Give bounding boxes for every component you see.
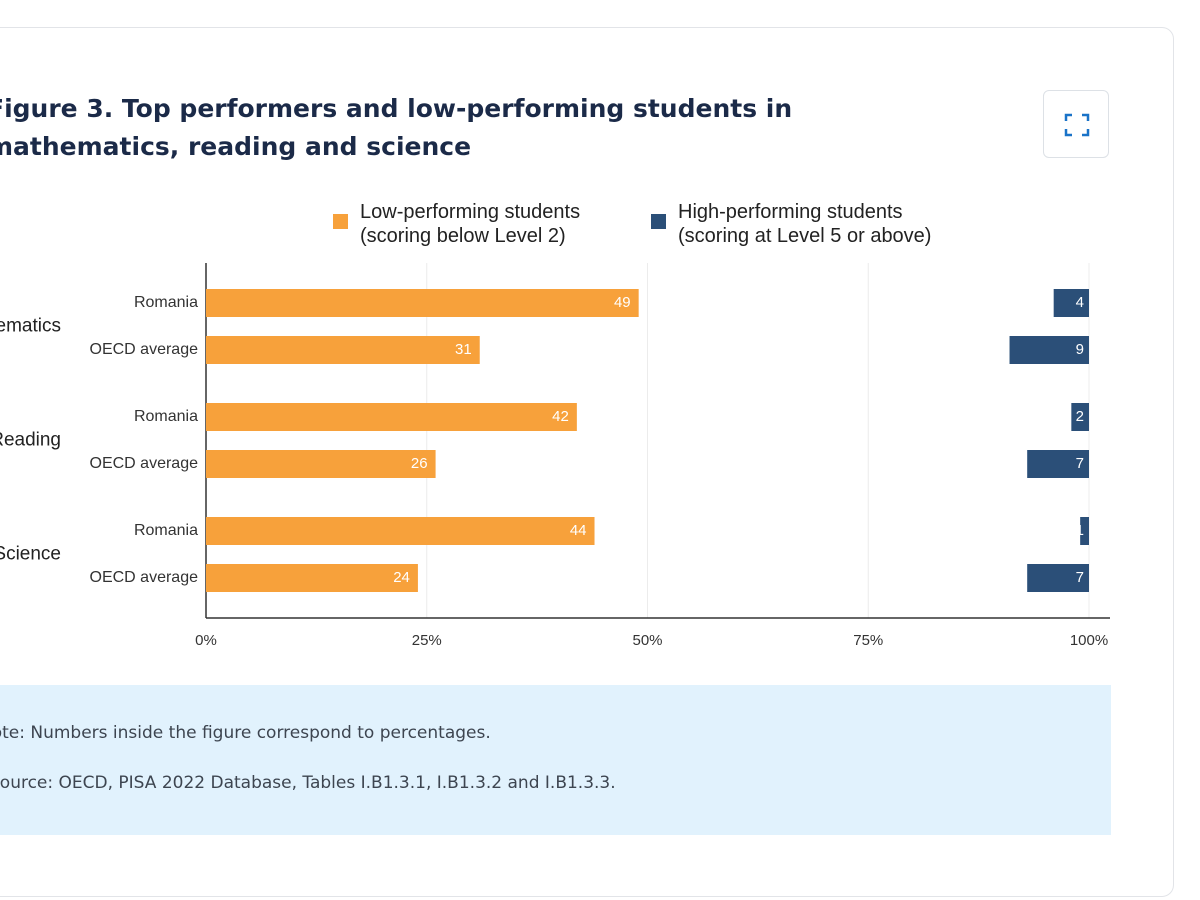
- data-label: 4: [1076, 294, 1084, 311]
- bar-high: [1027, 564, 1089, 592]
- category-label: Romania: [134, 522, 198, 539]
- bar-high: [1080, 517, 1089, 545]
- data-label: 31: [455, 341, 472, 358]
- category-label: Romania: [134, 408, 198, 425]
- data-label: 2: [1076, 408, 1084, 425]
- data-label: 7: [1076, 569, 1084, 586]
- data-label: 7: [1076, 455, 1084, 472]
- bar-high: [1027, 450, 1089, 478]
- category-label: OECD average: [90, 455, 199, 472]
- bar-low: [206, 403, 577, 431]
- bar-low: [206, 564, 418, 592]
- data-label: 49: [614, 294, 631, 311]
- note-box: Note: Numbers inside the figure correspo…: [0, 685, 1111, 835]
- legend-swatch: [333, 214, 348, 229]
- category-label: OECD average: [90, 341, 199, 358]
- source: Source: OECD, PISA 2022 Database, Tables…: [0, 773, 616, 793]
- bar-high: [1053, 289, 1089, 317]
- bar-high: [1009, 336, 1089, 364]
- bar-low: [206, 336, 480, 364]
- note: Note: Numbers inside the figure correspo…: [0, 723, 491, 743]
- group-label: Reading: [0, 430, 61, 451]
- bar-high: [1071, 403, 1089, 431]
- chart-title: Figure 3. Top performers and low-perform…: [0, 94, 793, 161]
- category-label: Romania: [134, 294, 198, 311]
- legend-label: High-performing students (scoring at Leve…: [678, 201, 931, 247]
- data-label: 42: [552, 408, 569, 425]
- x-tick-label: 75%: [853, 632, 883, 649]
- bar-low: [206, 517, 595, 545]
- group-label: Science: [0, 544, 61, 565]
- data-label: 1: [1076, 522, 1084, 539]
- category-label: OECD average: [90, 569, 199, 586]
- data-label: 9: [1076, 341, 1084, 358]
- x-tick-label: 50%: [632, 632, 662, 649]
- legend-label: Low-performing students (scoring below Le…: [360, 201, 580, 247]
- legend-swatch: [651, 214, 666, 229]
- data-label: 44: [570, 522, 587, 539]
- bar-low: [206, 289, 639, 317]
- expand-icon: [1064, 113, 1090, 137]
- x-tick-label: 0%: [195, 632, 217, 649]
- group-label: Mathematics: [0, 316, 61, 337]
- expand-button[interactable]: [1043, 90, 1109, 158]
- chart: 0% 25% 50% 75% 100% Mathematics Reading Science…: [0, 201, 1110, 649]
- bar-low: [206, 450, 436, 478]
- data-label: 24: [393, 569, 410, 586]
- card: Figure 3. Top performers and low-perform…: [0, 27, 1174, 897]
- x-tick-label: 100%: [1070, 632, 1108, 649]
- x-tick-label: 25%: [412, 632, 442, 649]
- data-label: 26: [411, 455, 428, 472]
